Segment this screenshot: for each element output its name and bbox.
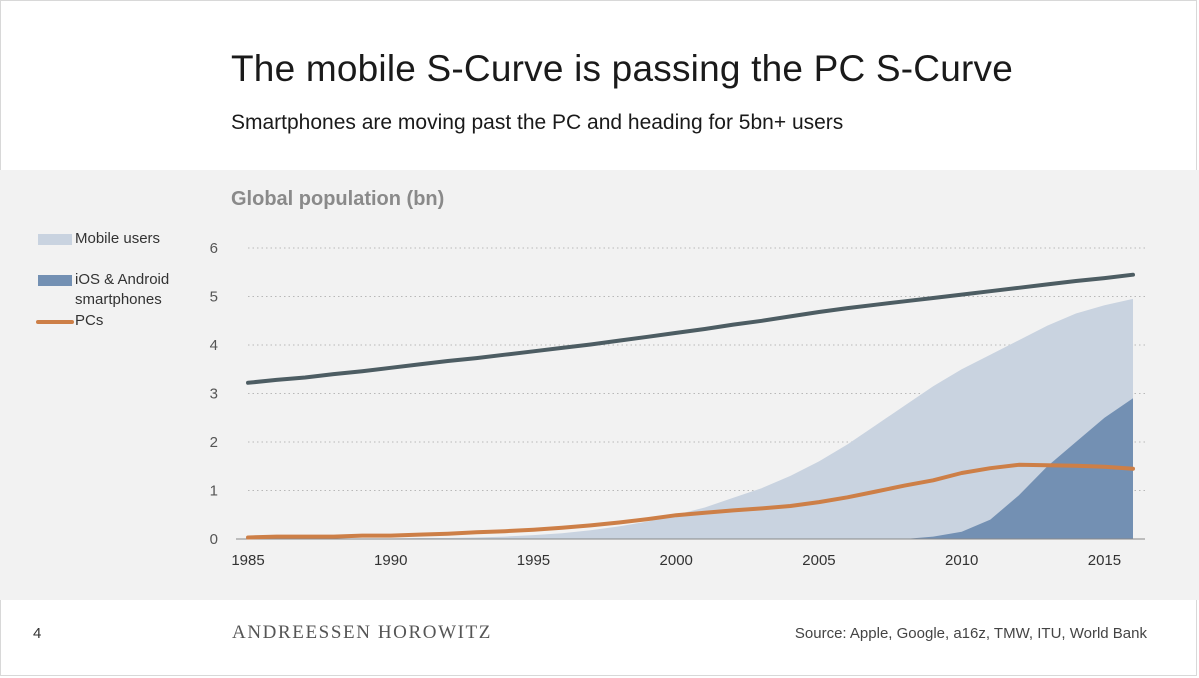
page-subtitle: Smartphones are moving past the PC and h… bbox=[231, 111, 844, 134]
legend-label-0: Mobile users bbox=[75, 230, 160, 247]
x-tick-label-2010: 2010 bbox=[945, 552, 978, 569]
line-series-1 bbox=[246, 462, 1135, 540]
x-tick-label-2000: 2000 bbox=[660, 552, 693, 569]
legend-swatch-0 bbox=[38, 234, 72, 245]
line-series-0 bbox=[246, 272, 1135, 385]
y-tick-label-1: 1 bbox=[210, 483, 218, 500]
y-tick-label-0: 0 bbox=[210, 531, 218, 548]
y-tick-label-6: 6 bbox=[210, 240, 218, 257]
x-tick-label-2005: 2005 bbox=[802, 552, 835, 569]
area-series-1 bbox=[248, 398, 1133, 539]
brand-logo: ANDREESSEN HOROWITZ bbox=[232, 622, 492, 643]
x-tick-label-1990: 1990 bbox=[374, 552, 407, 569]
source-note: Source: Apple, Google, a16z, TMW, ITU, W… bbox=[794, 625, 1147, 642]
legend-label-2: PCs bbox=[75, 312, 103, 329]
y-tick-label-2: 2 bbox=[210, 434, 218, 451]
y-tick-label-4: 4 bbox=[210, 337, 218, 354]
page-number: 4 bbox=[33, 625, 42, 642]
x-tick-label-1995: 1995 bbox=[517, 552, 550, 569]
legend-swatch-1 bbox=[38, 275, 72, 286]
chart-panel: Global population (bn) 0 1 2 3 4 5 6 1985 1990 199… bbox=[0, 170, 1199, 600]
y-tick-label-5: 5 bbox=[210, 289, 218, 306]
page-title: The mobile S-Curve is passing the PC S-C… bbox=[231, 48, 1013, 89]
legend-label-1-line2: smartphones bbox=[75, 291, 162, 308]
x-tick-label-2015: 2015 bbox=[1088, 552, 1121, 569]
legend-label-1: iOS & Android bbox=[75, 271, 169, 288]
population-chart: Global population (bn) 0 1 2 3 4 5 6 1985 1990 199… bbox=[36, 188, 1145, 569]
chart-title: Global population (bn) bbox=[231, 188, 444, 210]
y-tick-label-3: 3 bbox=[210, 386, 218, 403]
x-tick-label-1985: 1985 bbox=[231, 552, 264, 569]
area-series-0 bbox=[248, 298, 1133, 539]
